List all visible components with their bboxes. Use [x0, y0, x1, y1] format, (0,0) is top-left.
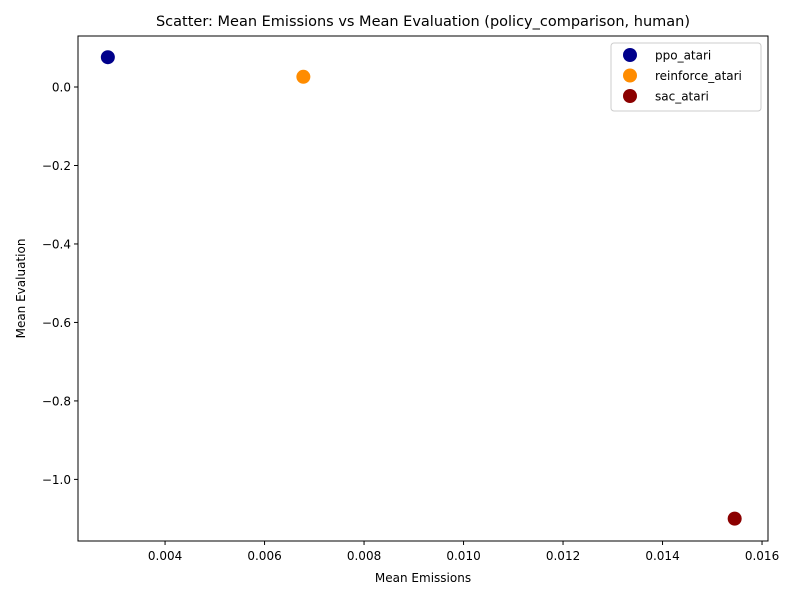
data-point-sac-atari	[727, 511, 742, 526]
legend-frame	[610, 42, 762, 112]
y-axis: 0.0 −0.2 −0.4 −0.6 −0.8 −1.0	[42, 81, 78, 487]
x-tick-label: 0.008	[347, 549, 381, 563]
y-tick-label: −1.0	[42, 473, 71, 487]
data-point-ppo-atari	[100, 50, 115, 65]
x-tick-label: 0.004	[148, 549, 182, 563]
y-tick-label: −0.8	[42, 394, 71, 408]
x-axis-label: Mean Emissions	[375, 571, 471, 585]
y-tick-label: −0.6	[42, 316, 71, 330]
y-tick-label: 0.0	[52, 81, 71, 95]
x-tick-label: 0.014	[645, 549, 679, 563]
data-points	[100, 50, 742, 526]
y-axis-label: Mean Evaluation	[14, 239, 28, 339]
plot-area	[78, 36, 768, 541]
x-tick-label: 0.012	[546, 549, 580, 563]
data-point-reinforce-atari	[296, 69, 311, 84]
legend-marker	[623, 89, 637, 103]
y-tick-label: −0.4	[42, 237, 71, 251]
x-tick-label: 0.006	[247, 549, 281, 563]
legend-marker	[623, 68, 637, 83]
chart-title: Scatter: Mean Emissions vs Mean Evaluati…	[156, 14, 690, 30]
legend-label: reinforce_atari	[655, 69, 742, 83]
y-tick-label: −0.2	[42, 159, 71, 173]
legend-marker	[623, 48, 637, 62]
x-tick-label: 0.010	[446, 549, 480, 563]
plot-frame	[77, 35, 769, 542]
x-axis: 0.004 0.006 0.008 0.010 0.012 0.014 0.016	[148, 541, 779, 563]
legend: ppo_atari reinforce_atari sac_atari	[610, 42, 762, 112]
legend-label: ppo_atari	[655, 49, 711, 63]
legend-label: sac_atari	[655, 90, 709, 104]
x-tick-label: 0.016	[745, 549, 779, 563]
